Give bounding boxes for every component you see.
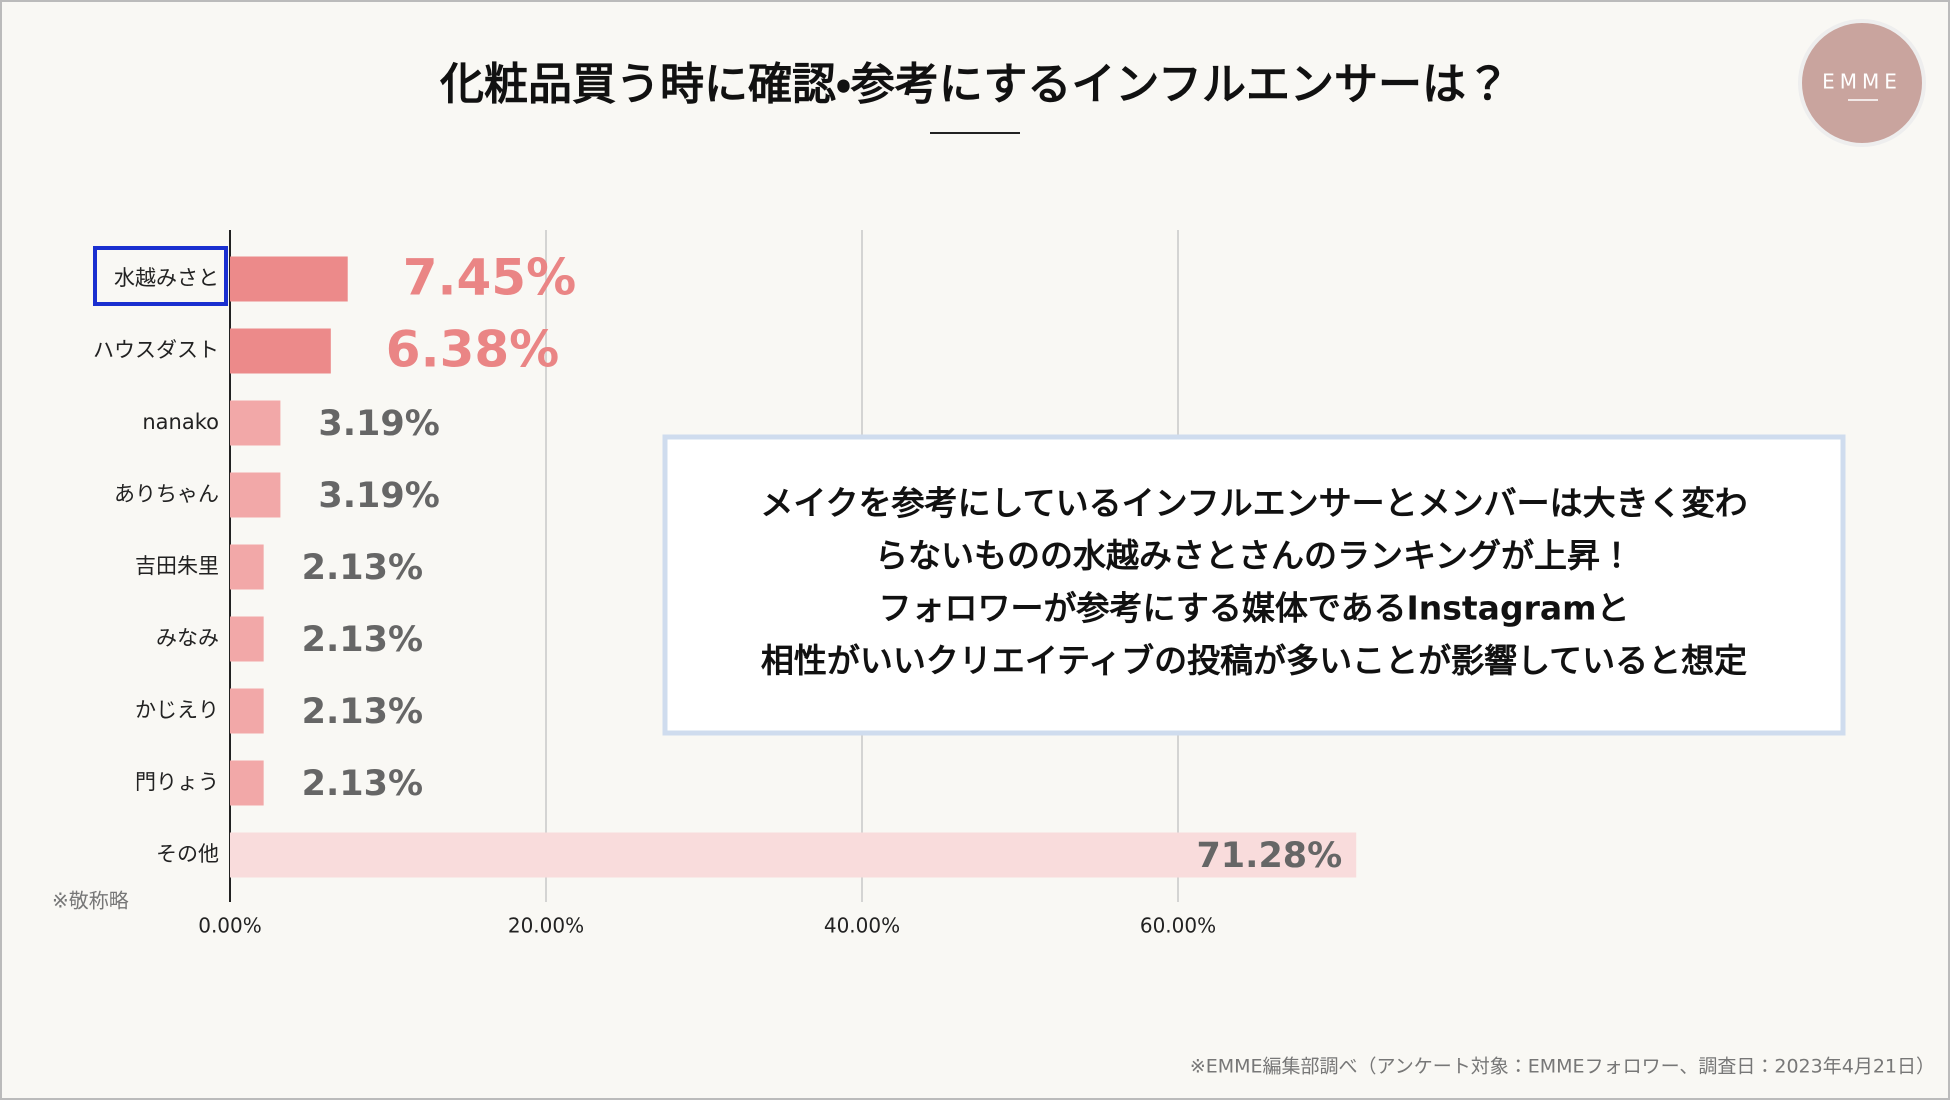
note: ※敬称略 xyxy=(52,889,129,913)
bar xyxy=(230,832,1357,878)
y-tick-label: nanako xyxy=(142,410,219,434)
value-label: 3.19% xyxy=(318,404,439,444)
value-label: 3.19% xyxy=(318,476,439,516)
plot: 0.00% 20.00% 40.00% 60.00% 水越みさと 7.45% ハウスダスト 6… xyxy=(93,230,1357,938)
x-tick-label: 60.00% xyxy=(1140,914,1216,938)
bar xyxy=(230,760,264,806)
value-label: 2.13% xyxy=(302,548,423,588)
bar xyxy=(230,616,264,662)
source: ※EMME編集部調べ（アンケート対象：EMMEフォロワー、調査日：2023年4月… xyxy=(1190,1056,1935,1078)
bar xyxy=(230,256,348,302)
bar xyxy=(230,400,281,446)
value-label: 2.13% xyxy=(302,692,423,732)
annotation-line: 相性がいいクリエイティブの投稿が多いことが影響していると想定 xyxy=(761,641,1747,680)
annotation-line: フォロワーが参考にする媒体であるInstagramと xyxy=(878,589,1629,628)
y-tick-label: ありちゃん xyxy=(114,482,219,506)
value-label: 7.45% xyxy=(403,249,576,307)
value-label: 6.38% xyxy=(386,321,559,379)
logo-text: EMME xyxy=(1822,70,1902,94)
y-tick-label: ハウスダスト xyxy=(93,338,219,362)
annotation: メイクを参考にしているインフルエンサーとメンバーは大きく変わらないものの水越みさ… xyxy=(760,484,1747,681)
x-tick-label: 20.00% xyxy=(508,914,584,938)
y-tick-label: その他 xyxy=(156,842,219,866)
x-tick-label: 0.00% xyxy=(198,914,262,938)
chart-title: 化粧品買う時に確認・参考にするインフルエンサーは？ xyxy=(439,59,1510,110)
bar xyxy=(230,472,281,518)
bar xyxy=(230,688,264,734)
annotation-box xyxy=(662,434,1846,736)
y-tick-label: 水越みさと xyxy=(114,266,219,290)
annotation-line: らないものの水越みさとさんのランキングが上昇！ xyxy=(875,536,1633,575)
y-tick-label: 門りょう xyxy=(135,770,219,794)
bar xyxy=(230,544,264,590)
highlight-box xyxy=(93,246,228,306)
bar xyxy=(230,328,331,374)
y-tick-label: 吉田朱里 xyxy=(135,554,219,578)
value-label: 2.13% xyxy=(302,764,423,804)
y-tick-label: かじえり xyxy=(135,698,219,722)
annotation-line: メイクを参考にしているインフルエンサーとメンバーは大きく変わ xyxy=(760,484,1747,523)
logo-badge xyxy=(1798,19,1926,147)
x-tick-label: 40.00% xyxy=(824,914,900,938)
y-tick-label: みなみ xyxy=(156,626,219,650)
value-label: 71.28% xyxy=(1196,836,1342,876)
value-label: 2.13% xyxy=(302,620,423,660)
